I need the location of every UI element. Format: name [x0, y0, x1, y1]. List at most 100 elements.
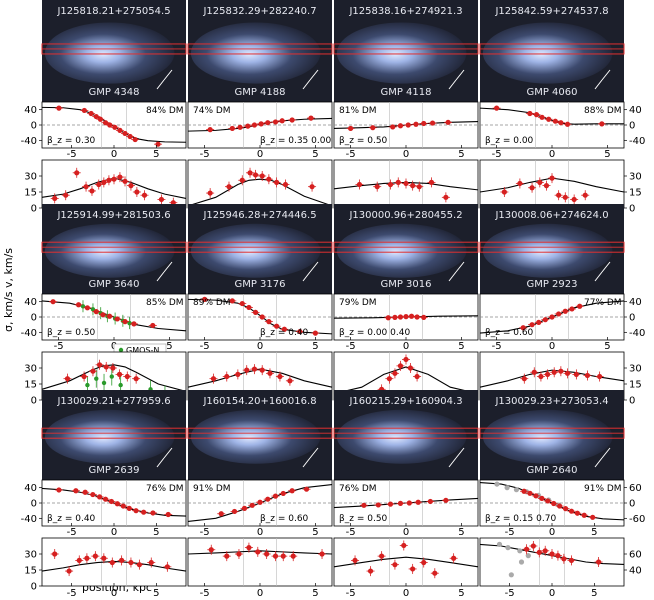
- dispersion-point: [537, 179, 543, 185]
- x-tick-label: -5: [346, 149, 356, 160]
- x-tick-label: -5: [200, 588, 210, 599]
- s-tick-label: 60: [629, 550, 642, 561]
- dispersion-model-curve: [41, 364, 187, 392]
- velocity-point: [56, 105, 62, 111]
- v-tick-label: -40: [629, 328, 645, 339]
- dispersion-point: [280, 553, 286, 559]
- velocity-point: [408, 313, 415, 319]
- dispersion-point: [96, 181, 102, 188]
- velocity-point: [562, 308, 568, 314]
- dispersion-point: [101, 179, 107, 185]
- dispersion-point: [52, 551, 58, 557]
- galaxy-glow: [482, 409, 613, 464]
- dispersion-point: [66, 568, 72, 574]
- galaxy-glow: [482, 22, 613, 84]
- dispersion-point: [76, 557, 82, 564]
- dispersion-point: [119, 557, 125, 564]
- dispersion-point-grey: [496, 541, 503, 548]
- dispersion-point: [244, 367, 250, 373]
- s-tick-label: 30: [24, 172, 37, 183]
- velocity-point: [397, 123, 404, 129]
- velocity-point: [577, 303, 583, 309]
- s-tick-label: 0: [31, 582, 37, 593]
- dispersion-point: [141, 192, 148, 198]
- s-tick-label: 15: [24, 566, 37, 577]
- dispersion-point: [551, 369, 557, 375]
- x-tick-label: 0: [403, 149, 409, 160]
- velocity-point: [114, 501, 120, 507]
- s-tick-label: 30: [629, 364, 642, 375]
- velocity-point: [246, 304, 252, 311]
- galaxy-id: J125832.29+282240.7: [202, 6, 316, 17]
- dispersion-point: [403, 356, 409, 363]
- velocity-point: [141, 509, 147, 515]
- dispersion-point: [543, 183, 550, 189]
- compass-east: [156, 271, 165, 282]
- velocity-point: [387, 501, 394, 507]
- dm-fraction: 76% DM: [146, 484, 184, 494]
- velocity-point: [303, 486, 310, 492]
- compass-east: [156, 79, 165, 90]
- velocity-point: [421, 120, 427, 127]
- dispersion-point: [556, 192, 562, 198]
- dispersion-panel: -505: [333, 159, 479, 221]
- dispersion-point: [401, 542, 407, 549]
- velocity-point: [90, 491, 96, 498]
- dispersion-point: [290, 553, 296, 559]
- velocity-point: [581, 512, 587, 518]
- dispersion-point: [432, 570, 438, 576]
- galaxy-id: J125818.21+275054.5: [56, 6, 170, 17]
- x-tick-label: 0: [403, 341, 409, 352]
- dispersion-point: [239, 177, 245, 183]
- velocity-point: [289, 117, 295, 123]
- dispersion-point: [561, 556, 567, 562]
- velocity-model-curve: [479, 107, 624, 125]
- velocity-point: [257, 499, 263, 505]
- v-tick-label: -40: [21, 328, 37, 339]
- dispersion-point: [568, 557, 575, 564]
- velocity-point: [127, 133, 133, 140]
- v-tick-label: 40: [24, 483, 37, 494]
- compass-north: [163, 69, 173, 81]
- velocity-point: [405, 122, 411, 128]
- velocity-point: [542, 317, 548, 323]
- beta-label: β_z = 0.15 0.70: [485, 514, 556, 524]
- velocity-point: [265, 120, 271, 126]
- beta-label: β_z = 0.00 0.40: [339, 328, 410, 338]
- v-tick-label: -40: [21, 136, 37, 147]
- dispersion-point: [523, 546, 530, 552]
- compass-north: [601, 447, 611, 459]
- x-tick-label: -5: [67, 149, 77, 160]
- s-tick-label: 15: [629, 188, 642, 199]
- dispersion-point: [395, 179, 401, 185]
- dispersion-point: [531, 369, 537, 375]
- dispersion-point: [555, 553, 561, 559]
- dispersion-point: [134, 189, 140, 195]
- dispersion-point: [410, 566, 416, 572]
- galaxy-id: J130000.96+280455.2: [348, 210, 462, 221]
- velocity-point-gmos: [80, 304, 86, 309]
- x-tick-label: -5: [346, 527, 356, 538]
- velocity-point: [494, 105, 500, 111]
- x-tick-label: 5: [312, 588, 318, 599]
- velocity-point: [549, 314, 555, 320]
- velocity-point: [397, 500, 404, 506]
- legend-marker: [118, 347, 124, 353]
- dispersion-point: [236, 551, 242, 557]
- x-tick-label: 5: [458, 588, 464, 599]
- velocity-panel: 81% DM β_z = 0.50 -5 0 5: [333, 101, 479, 160]
- compass-east: [302, 79, 311, 90]
- dispersion-point-grey: [508, 572, 514, 578]
- s-tick-label: 0: [629, 204, 635, 215]
- velocity-point: [82, 489, 88, 495]
- velocity-point: [50, 299, 56, 305]
- velocity-point: [107, 122, 113, 128]
- velocity-point: [529, 322, 535, 328]
- dispersion-point: [92, 553, 98, 559]
- gmp-label: GMP 4348: [88, 87, 139, 98]
- galaxy-panel: J130029.21+277959.6 GMP 2639 76% DM β_z = 0…: [21, 390, 187, 599]
- x-tick-label: -5: [346, 588, 356, 599]
